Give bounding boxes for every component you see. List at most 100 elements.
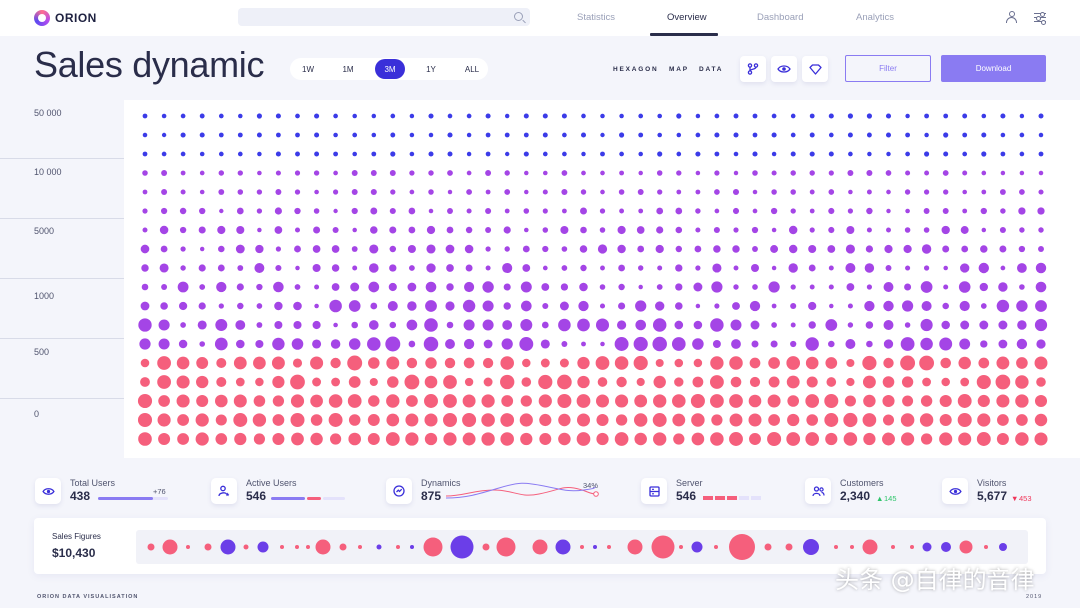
range-all[interactable]: ALL (464, 64, 480, 74)
chart-dot (997, 414, 1009, 426)
chart-dot (253, 433, 265, 445)
chart-dot (390, 132, 396, 138)
chart-dot (561, 246, 568, 252)
favorite-button[interactable] (802, 56, 828, 82)
chart-dot (941, 377, 950, 387)
tab-map[interactable]: MAP (669, 66, 689, 73)
chart-dot (256, 283, 263, 291)
chart-dot (919, 355, 935, 371)
range-1m[interactable]: 1M (342, 64, 354, 74)
kpi-label: Dynamics (421, 478, 461, 488)
chart-dot (845, 244, 855, 254)
chart-dot (199, 132, 205, 138)
chart-dot (524, 227, 529, 233)
chart-dot (332, 226, 339, 234)
search-input[interactable] (238, 8, 530, 26)
range-1y[interactable]: 1Y (426, 64, 436, 74)
chart-dot (521, 377, 532, 387)
kpi-label: Server (676, 478, 703, 488)
chart-dot (691, 413, 705, 427)
sales-figures-card[interactable]: Sales Figures $10,430 (34, 518, 1046, 574)
chart-dot (980, 340, 988, 348)
chart-dot (352, 151, 357, 157)
view-button[interactable] (771, 56, 797, 82)
chart-dot (1018, 245, 1026, 253)
chart-dot (920, 318, 933, 332)
chart-dot (770, 245, 779, 253)
chart-dot (501, 338, 513, 350)
tab-hexagon[interactable]: HEXAGON (613, 66, 659, 73)
branch-button[interactable] (740, 56, 766, 82)
chart-dot (483, 339, 493, 349)
chart-dot (1038, 113, 1044, 119)
chart-dot (808, 321, 816, 329)
chart-dot (1034, 318, 1048, 332)
chart-dot (805, 432, 820, 446)
sales-dot (162, 539, 178, 555)
chart-dot (234, 432, 247, 446)
logo[interactable]: ORION (34, 10, 97, 26)
chart-dot (866, 207, 873, 215)
chart-dot (522, 245, 530, 253)
range-1w[interactable]: 1W (302, 64, 314, 74)
nav-statistics[interactable]: Statistics (577, 12, 616, 23)
chart-dot (885, 113, 892, 119)
chart-dot (848, 151, 853, 157)
chart-dot (767, 394, 781, 408)
chart-dot (883, 282, 894, 292)
chart-dot (140, 358, 150, 368)
chart-dot (160, 245, 168, 253)
chart-dot (943, 284, 949, 290)
download-button[interactable]: Download (941, 55, 1046, 82)
chart-dot (1019, 189, 1025, 195)
chart-dot (595, 318, 610, 332)
chart-dot (331, 377, 341, 387)
chart-dot (940, 357, 951, 369)
kpi-customers[interactable]: Customers 2,340 ▲ 145 (805, 476, 915, 508)
nav-overview[interactable]: Overview (667, 12, 707, 23)
chart-dot (199, 284, 206, 290)
kpi-visitors[interactable]: Visitors 5,677 ▼ 453 (942, 476, 1042, 508)
chart-dot (196, 357, 209, 369)
chart-dot (905, 151, 910, 157)
chart-dot (656, 207, 664, 215)
kpi-dynamics[interactable]: Dynamics 875 34% (386, 476, 602, 508)
kpi-active-users[interactable]: Active Users 546 (211, 476, 351, 508)
kpi-server[interactable]: Server 546 (641, 476, 771, 508)
chart-dot (218, 303, 224, 309)
nav-analytics[interactable]: Analytics (856, 12, 895, 23)
chart-dot (866, 113, 873, 119)
chart-dot (295, 151, 300, 157)
chart-dot (522, 264, 531, 272)
chart-dot (618, 302, 626, 310)
filter-button[interactable]: Filter (845, 55, 931, 82)
chart-dot (846, 377, 855, 387)
chart-dot (1016, 414, 1028, 426)
chart-dot (235, 320, 246, 330)
chart-dot (943, 113, 949, 119)
chart-dot (1019, 132, 1025, 138)
sales-dot (280, 545, 284, 549)
chart-dot (1015, 432, 1029, 446)
chart-dot (540, 358, 550, 368)
chart-dot (942, 170, 949, 176)
user-icon[interactable] (1006, 11, 1017, 23)
chart-dot (215, 394, 228, 408)
chart-dot (710, 432, 724, 446)
kpi-total-users[interactable]: Total Users 438 +76 (35, 476, 185, 508)
nav-dashboard[interactable]: Dashboard (757, 12, 804, 23)
chart-dot (786, 432, 801, 446)
settings-sliders-icon[interactable] (1034, 11, 1046, 26)
chart-dot (542, 265, 548, 271)
chart-dot (389, 170, 396, 176)
chart-dot (275, 246, 282, 252)
chart-dot (828, 265, 834, 271)
chart-dot (767, 431, 782, 447)
chart-dot (637, 245, 645, 253)
tab-data[interactable]: DATA (699, 66, 724, 73)
chart-dot (371, 132, 377, 138)
chart-dot (160, 207, 168, 215)
range-3m[interactable]: 3M (375, 59, 405, 79)
chart-dot (482, 300, 494, 312)
search-icon[interactable] (514, 12, 523, 21)
